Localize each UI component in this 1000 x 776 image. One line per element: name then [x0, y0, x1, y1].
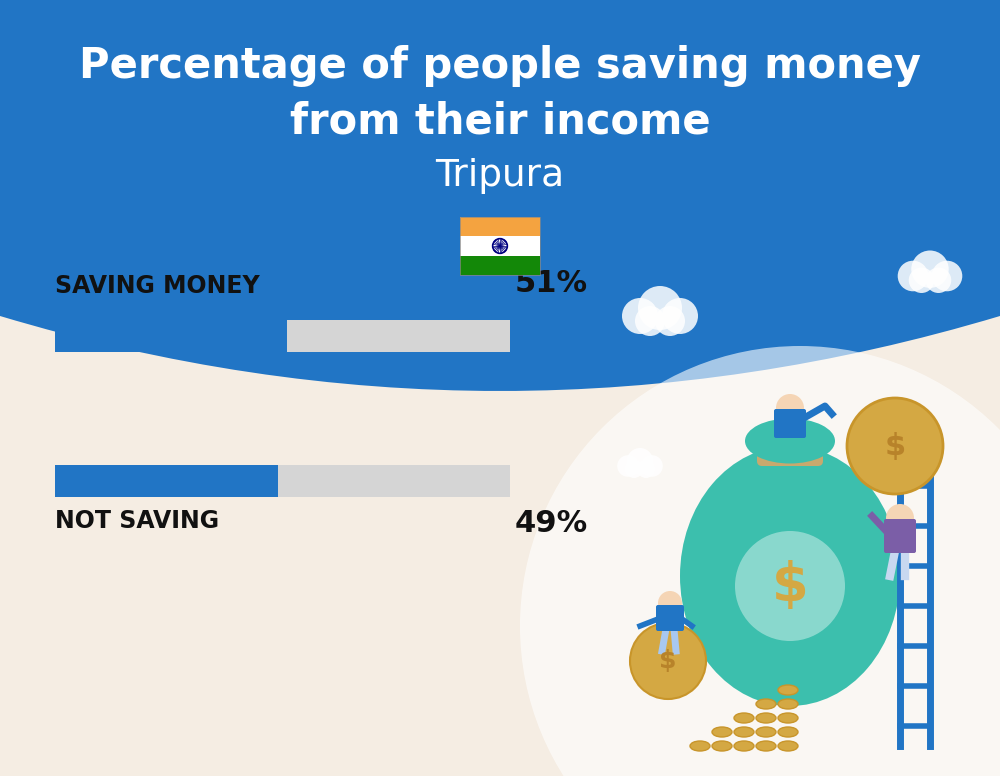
Circle shape [617, 456, 639, 476]
Ellipse shape [712, 741, 732, 751]
FancyBboxPatch shape [55, 320, 287, 352]
Ellipse shape [734, 741, 754, 751]
Text: 49%: 49% [515, 509, 588, 538]
PathPatch shape [0, 0, 1000, 391]
Circle shape [641, 456, 663, 476]
FancyBboxPatch shape [55, 465, 278, 497]
FancyBboxPatch shape [460, 255, 540, 275]
Circle shape [655, 306, 685, 336]
Circle shape [932, 261, 962, 291]
Ellipse shape [680, 446, 900, 706]
Text: $: $ [772, 560, 808, 612]
Ellipse shape [745, 418, 835, 463]
Text: NOT SAVING: NOT SAVING [55, 509, 219, 533]
FancyBboxPatch shape [460, 237, 540, 255]
Circle shape [911, 251, 949, 288]
Circle shape [520, 346, 1000, 776]
FancyBboxPatch shape [55, 465, 510, 497]
Circle shape [926, 268, 951, 293]
Circle shape [622, 298, 658, 334]
Ellipse shape [778, 699, 798, 709]
Circle shape [630, 623, 706, 699]
Ellipse shape [778, 741, 798, 751]
Circle shape [776, 394, 804, 422]
Ellipse shape [734, 727, 754, 737]
Ellipse shape [756, 727, 776, 737]
Circle shape [658, 591, 682, 615]
Circle shape [735, 531, 845, 641]
Ellipse shape [690, 741, 710, 751]
Text: $: $ [884, 431, 906, 460]
Ellipse shape [712, 727, 732, 737]
Ellipse shape [734, 713, 754, 723]
Text: Tripura: Tripura [435, 158, 565, 194]
Ellipse shape [756, 713, 776, 723]
FancyBboxPatch shape [656, 605, 684, 631]
Ellipse shape [778, 685, 798, 695]
Ellipse shape [778, 713, 798, 723]
FancyBboxPatch shape [460, 217, 540, 237]
Circle shape [898, 261, 928, 291]
Circle shape [886, 504, 914, 532]
Text: $: $ [659, 649, 677, 673]
Text: SAVING MONEY: SAVING MONEY [55, 274, 260, 298]
Ellipse shape [778, 727, 798, 737]
Circle shape [625, 460, 643, 478]
Circle shape [635, 306, 665, 336]
FancyBboxPatch shape [774, 409, 806, 438]
Text: Percentage of people saving money: Percentage of people saving money [79, 45, 921, 87]
FancyBboxPatch shape [757, 426, 823, 466]
Ellipse shape [756, 741, 776, 751]
Circle shape [847, 398, 943, 494]
Ellipse shape [756, 699, 776, 709]
Circle shape [637, 460, 655, 478]
Circle shape [909, 268, 934, 293]
Circle shape [627, 448, 653, 474]
Text: 51%: 51% [515, 269, 588, 298]
Text: from their income: from their income [290, 100, 710, 142]
FancyBboxPatch shape [55, 320, 510, 352]
Circle shape [638, 286, 682, 330]
Circle shape [662, 298, 698, 334]
FancyBboxPatch shape [884, 519, 916, 553]
